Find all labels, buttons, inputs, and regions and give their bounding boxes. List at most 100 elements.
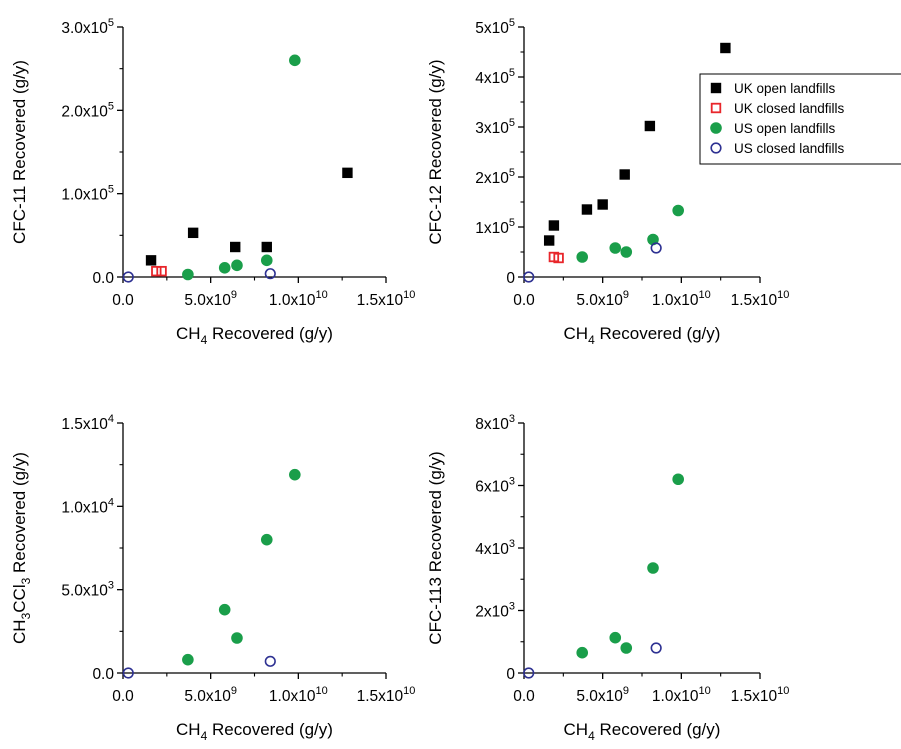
y-tick-label: 0.0	[92, 666, 114, 683]
series-us-closed-landfills	[523, 642, 662, 679]
y-tick-label: 1x105	[475, 217, 515, 237]
y-tick-label-exponent: 3	[509, 601, 515, 613]
y-tick-label: 3x105	[475, 117, 515, 137]
data-point	[620, 246, 633, 258]
x-axis-label-part-0: CH	[564, 324, 589, 343]
legend-label: UK open landfills	[734, 81, 836, 96]
data-point	[609, 631, 622, 644]
legend-label: US closed landfills	[734, 141, 845, 156]
x-tick-label-mantissa: 1.0x10	[652, 688, 699, 705]
x-tick-label: 1.5x1010	[357, 685, 416, 705]
y-tick-label: 5x105	[475, 17, 515, 37]
data-point	[264, 268, 276, 280]
data-point	[620, 642, 633, 654]
data-point	[156, 265, 167, 277]
data-point	[523, 667, 535, 679]
y-tick-label-mantissa: 5x10	[475, 20, 509, 37]
x-tick-label-mantissa: 1.5x10	[731, 292, 778, 309]
x-axis-label-part-2: Recovered (g/y)	[595, 324, 721, 343]
legend-marker	[710, 82, 722, 94]
x-tick-label-exponent: 10	[403, 685, 415, 697]
x-tick-label-mantissa: 0.0	[513, 292, 535, 309]
x-tick-label: 1.0x1010	[652, 289, 711, 309]
series-uk-open-landfills	[543, 42, 731, 246]
y-tick-label-mantissa: 1x10	[475, 220, 509, 237]
y-tick-label-mantissa: 0.0	[92, 666, 114, 683]
x-axis-label-part-0: CH	[564, 720, 589, 739]
x-axis-label-sub-1: 4	[201, 729, 208, 743]
data-point	[289, 54, 301, 67]
data-point	[644, 120, 656, 132]
x-tick-label: 0.0	[112, 292, 134, 309]
x-tick-label: 0.0	[513, 292, 535, 309]
x-axis-label-sub-1: 4	[588, 333, 595, 347]
y-tick-label-exponent: 5	[509, 67, 515, 79]
y-tick-label-exponent: 3	[108, 580, 114, 592]
x-tick-label-exponent: 10	[315, 685, 327, 697]
y-tick-label-exponent: 3	[509, 413, 515, 425]
x-axis-label: CH4 Recovered (g/y)	[564, 324, 721, 347]
x-tick-label: 1.0x1010	[269, 289, 328, 309]
x-axis-label: CH4 Recovered (g/y)	[176, 720, 333, 743]
data-point	[672, 473, 684, 486]
y-axis-label: CFC-113 Recovered (g/y)	[426, 451, 445, 644]
x-tick-label-mantissa: 1.0x10	[269, 688, 316, 705]
data-point	[523, 271, 535, 283]
y-axis-label-part-0: CFC-12 Recovered (g/y)	[426, 59, 445, 244]
y-tick-label-mantissa: 6x10	[475, 479, 509, 496]
y-tick-label: 2x103	[475, 601, 515, 621]
y-axis-label-part-2: CCl	[10, 584, 29, 612]
y-tick-label-mantissa: 4x10	[475, 541, 509, 558]
y-tick-label-mantissa: 4x10	[475, 70, 509, 87]
data-point	[122, 667, 134, 679]
data-point	[576, 251, 589, 263]
panel-ch3ccl3: 0.0 5.0x109 1.0x1010 1.5x10100.05.0x1031.0x…	[10, 413, 415, 743]
data-point	[576, 646, 589, 659]
data-point	[543, 235, 555, 246]
x-tick-label-mantissa: 1.0x10	[652, 292, 699, 309]
data-point	[231, 259, 243, 272]
series-uk-closed-landfills	[548, 251, 564, 264]
y-tick-label-exponent: 3	[509, 538, 515, 550]
legend: UK open landfills UK closed landfills US o…	[699, 73, 901, 165]
y-tick-label-exponent: 5	[108, 100, 114, 112]
x-tick-label-mantissa: 0.0	[112, 292, 134, 309]
y-axis-label: CH3CCl3 Recovered (g/y)	[10, 452, 33, 644]
y-tick-label-mantissa: 8x10	[475, 416, 509, 433]
y-tick-label-mantissa: 1.0x10	[61, 187, 108, 204]
y-tick-label-mantissa: 2.0x10	[61, 103, 108, 120]
y-tick-label-exponent: 5	[108, 17, 114, 29]
data-point	[609, 242, 622, 254]
x-tick-label-exponent: 9	[623, 289, 629, 301]
y-tick-label-mantissa: 2x10	[475, 604, 509, 621]
y-tick-label-exponent: 5	[108, 184, 114, 196]
y-tick-label-exponent: 5	[509, 217, 515, 229]
data-point	[230, 241, 241, 253]
data-point	[151, 265, 162, 277]
data-point	[145, 255, 157, 266]
series-uk-open-landfills	[145, 167, 353, 266]
x-tick-label: 1.5x1010	[731, 685, 790, 705]
data-point	[581, 204, 593, 215]
data-point	[548, 220, 560, 231]
x-tick-label-exponent: 10	[315, 289, 327, 301]
x-tick-label: 1.5x1010	[357, 289, 416, 309]
x-tick-label: 5.0x109	[576, 685, 629, 705]
x-tick-label-mantissa: 5.0x10	[576, 688, 623, 705]
x-tick-label: 5.0x109	[184, 685, 237, 705]
y-tick-label-mantissa: 2x10	[475, 170, 509, 187]
y-tick-label: 0	[506, 270, 515, 287]
data-point	[647, 562, 659, 574]
series-us-closed-landfills	[523, 242, 662, 283]
x-tick-label-exponent: 10	[698, 289, 710, 301]
legend-label: US open landfills	[734, 121, 836, 136]
x-axis-label-sub-1: 4	[201, 333, 208, 347]
series-uk-closed-landfills	[151, 265, 167, 277]
y-tick-label: 5.0x103	[61, 580, 114, 600]
x-tick-label-exponent: 10	[403, 289, 415, 301]
x-axis-label-part-2: Recovered (g/y)	[207, 720, 333, 739]
y-tick-label-mantissa: 3x10	[475, 120, 509, 137]
x-tick-label: 5.0x109	[576, 289, 629, 309]
y-tick-label-exponent: 4	[108, 413, 114, 425]
